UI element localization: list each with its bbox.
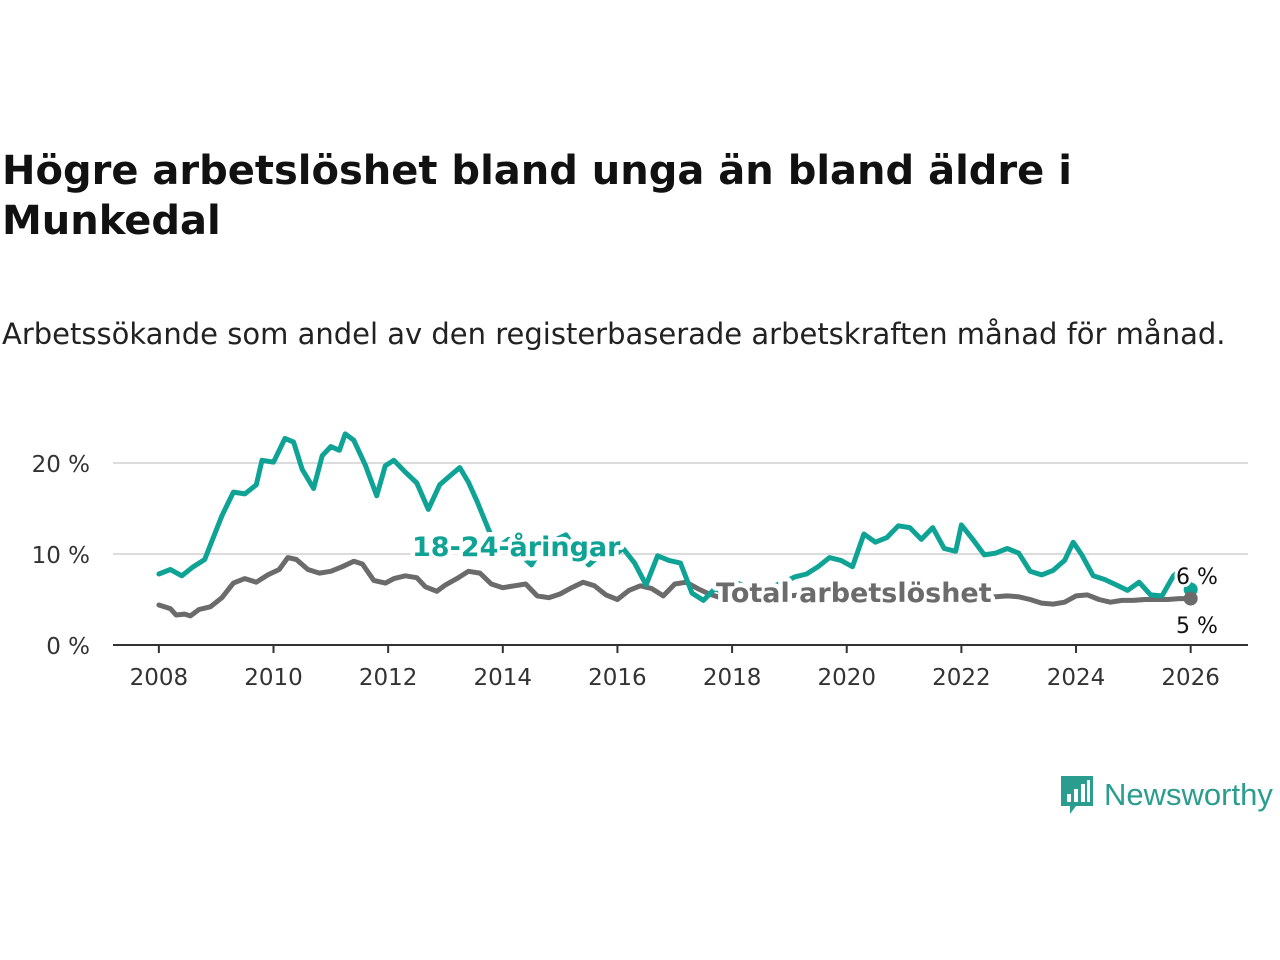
series-line-youth: [156, 431, 1194, 603]
y-tick-label: 20 %: [32, 452, 90, 478]
series-lines: [156, 431, 1198, 619]
end-label-total: 5 %: [1176, 614, 1218, 639]
x-tick-label: 2014: [474, 665, 533, 691]
end-label-youth-halo: 6 %: [1176, 565, 1218, 590]
end-point-total: [1183, 591, 1198, 606]
axes: 0 % 10 % 20 % 2008 2010 2012 2014 2016 2018 2020 2…: [32, 452, 1248, 691]
x-tick-label: 2008: [130, 665, 189, 691]
series-label-youth: 18-24-åringar: [412, 531, 621, 563]
series-label-youth-halo: 18-24-åringar: [412, 531, 621, 563]
x-tick-label: 2010: [244, 665, 303, 691]
grid-lines: [113, 462, 1248, 555]
newsworthy-logo: Newsworthy: [1058, 772, 1273, 818]
x-tick-label: 2018: [703, 665, 762, 691]
chart-subtitle: Arbetssökande som andel av den registerb…: [2, 317, 1226, 351]
end-label-youth: 6 %: [1176, 565, 1218, 590]
x-tick-label: 2024: [1047, 665, 1106, 691]
line-chart: 0 % 10 % 20 % 2008 2010 2012 2014 2016 2018 2020 2…: [32, 431, 1248, 691]
x-tick-label: 2026: [1161, 665, 1220, 691]
x-tick-label: 2022: [932, 665, 991, 691]
end-label-total-halo: 5 %: [1176, 614, 1218, 639]
y-tick-label: 10 %: [32, 543, 90, 569]
chart-title: Högre arbetslöshet bland unga än bland ä…: [2, 148, 1072, 244]
newsworthy-logo-text: Newsworthy: [1104, 777, 1273, 812]
x-tick-label: 2020: [817, 665, 876, 691]
y-tick-label: 0 %: [46, 634, 90, 660]
x-tick-label: 2012: [359, 665, 418, 691]
series-line-total: [156, 555, 1194, 619]
series-label-total: Total arbetslöshet: [716, 578, 992, 609]
x-tick-label: 2016: [588, 665, 647, 691]
series-label-total-halo: Total arbetslöshet: [716, 578, 992, 609]
newsworthy-logo-icon: [1061, 776, 1093, 814]
